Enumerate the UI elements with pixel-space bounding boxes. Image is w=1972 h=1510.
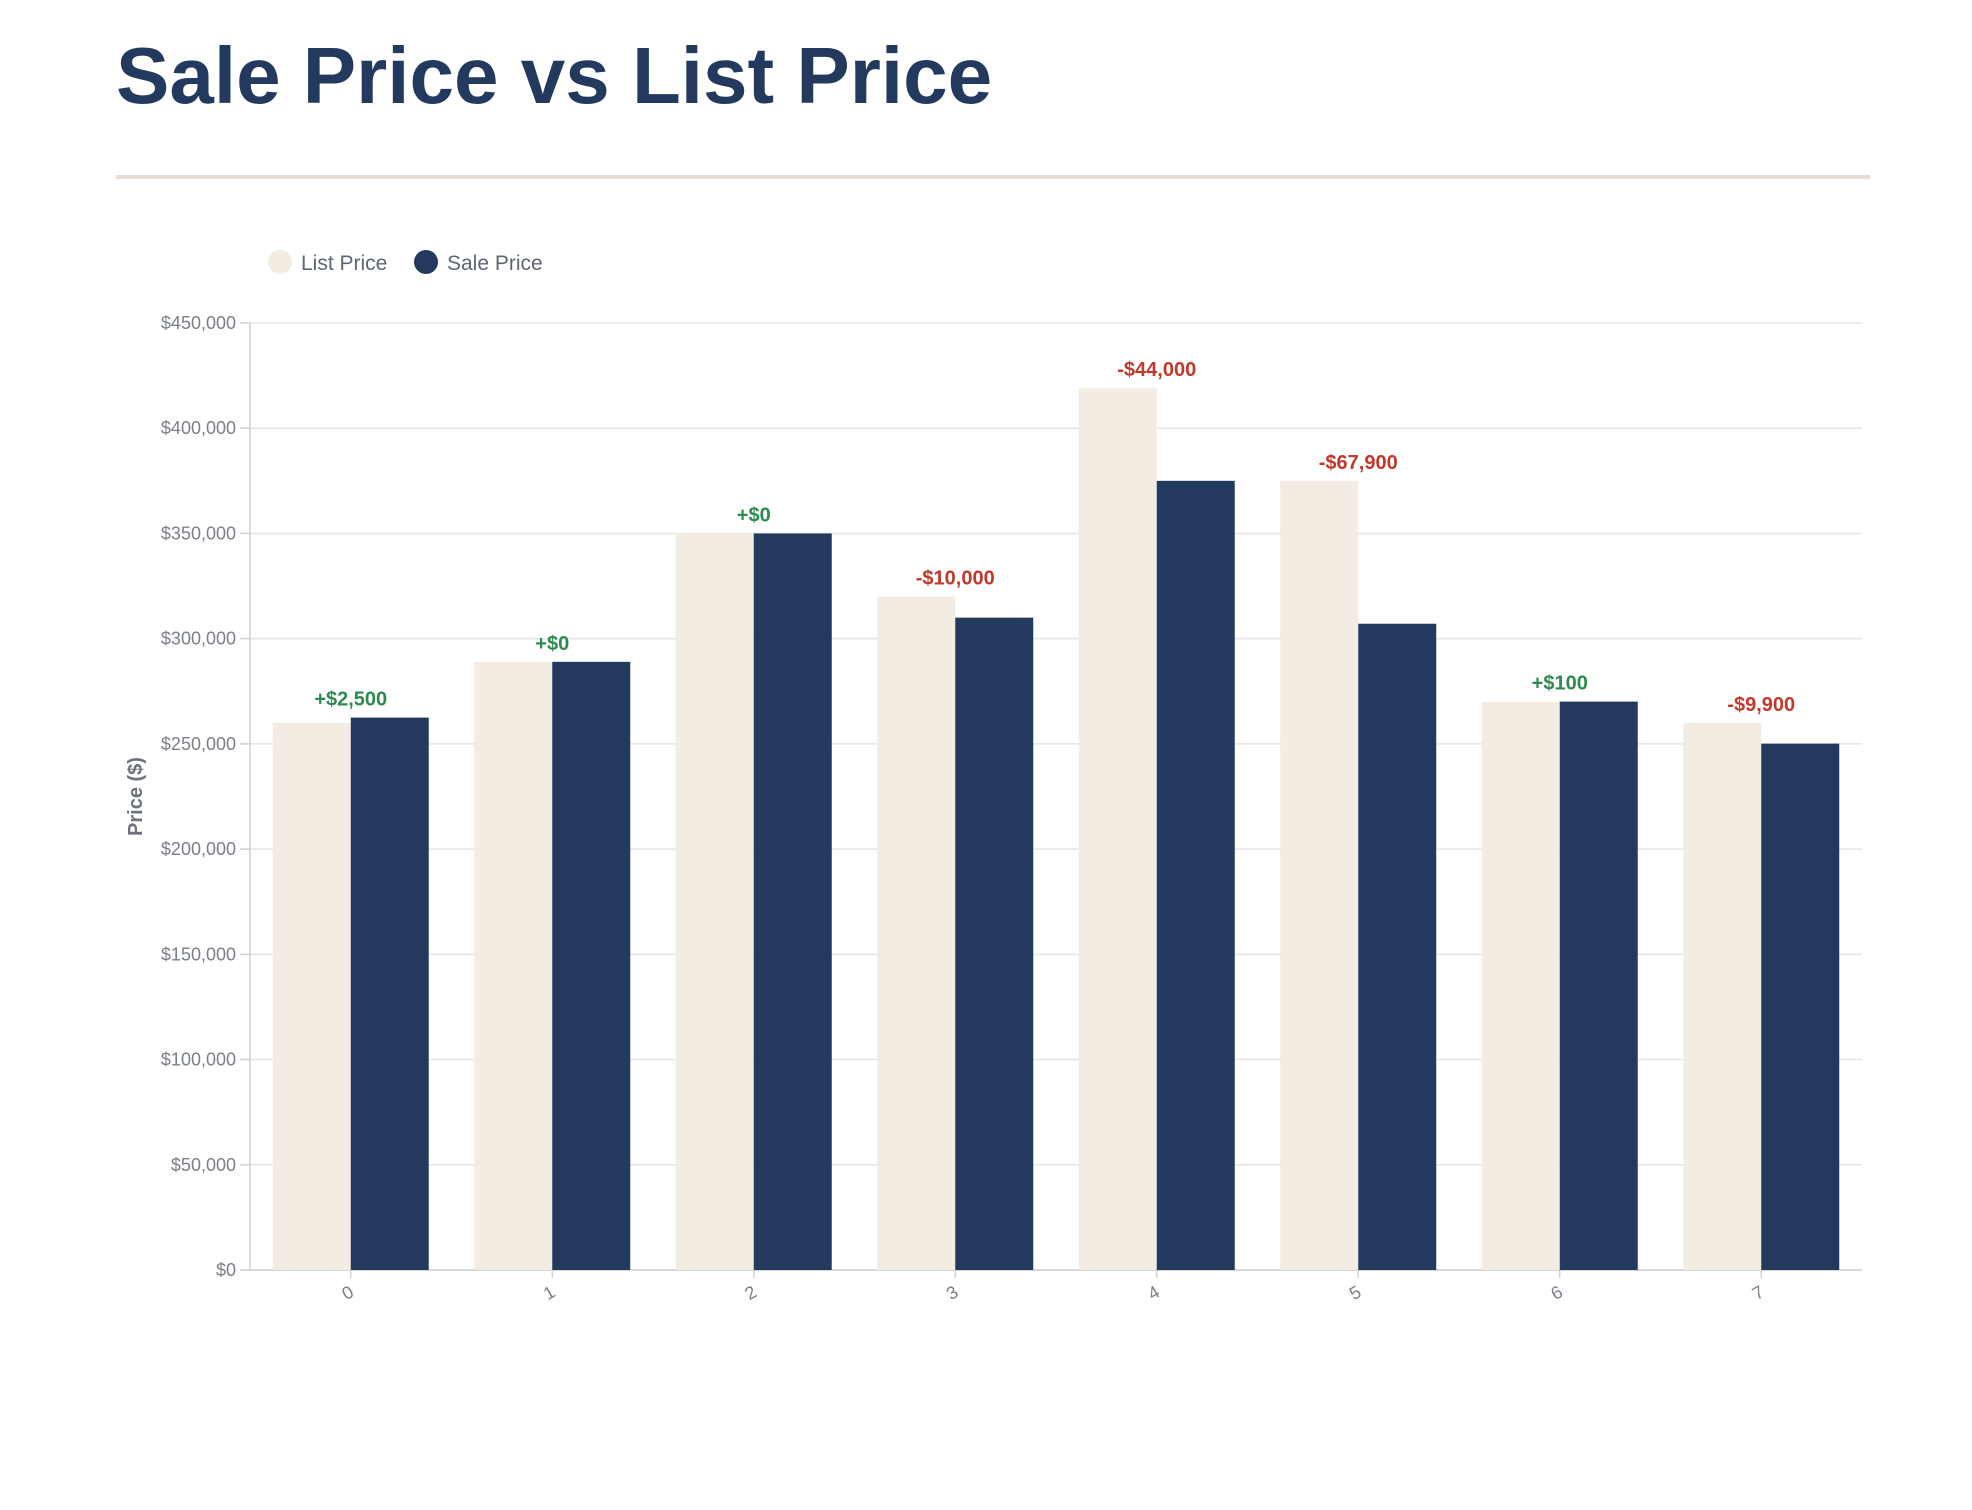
bar-sale-price <box>350 717 429 1270</box>
bar-list-price <box>1481 701 1560 1270</box>
bar-list-price <box>675 533 754 1270</box>
x-tick-label: 2 <box>741 1282 760 1304</box>
y-tick-label: $200,000 <box>161 839 236 859</box>
legend-label-list-price: List Price <box>301 252 387 275</box>
legend-swatch-list-price <box>268 250 292 274</box>
x-tick-label: 5 <box>1346 1282 1365 1304</box>
y-tick-label: $400,000 <box>161 418 236 438</box>
bar-sale-price <box>1761 743 1840 1270</box>
y-tick-label: $350,000 <box>161 523 236 543</box>
y-tick-label: $300,000 <box>161 629 236 649</box>
bar-list-price <box>1280 480 1359 1270</box>
legend-swatch-sale-price <box>414 250 438 274</box>
difference-label: -$9,900 <box>1727 694 1795 716</box>
difference-label: -$10,000 <box>916 568 995 590</box>
bar-sale-price <box>1358 623 1437 1270</box>
bar-sale-price <box>1156 480 1235 1270</box>
bar-sale-price <box>955 617 1034 1270</box>
y-tick-label: $250,000 <box>161 734 236 754</box>
x-tick-label: 1 <box>540 1282 559 1304</box>
y-tick-label: $100,000 <box>161 1050 236 1070</box>
bar-list-price <box>1683 722 1762 1270</box>
difference-label: -$44,000 <box>1117 359 1196 381</box>
x-tick-label: 7 <box>1749 1282 1768 1304</box>
y-tick-label: $0 <box>216 1260 236 1280</box>
title-divider <box>116 175 1870 179</box>
bar-list-price <box>877 596 956 1270</box>
page-title: Sale Price vs List Price <box>116 31 993 120</box>
y-tick-label: $150,000 <box>161 944 236 964</box>
y-tick-label: $50,000 <box>171 1155 236 1175</box>
data-labels: +$2,500 +$0 +$0 -$10,000 -$44,000 -$67,900 +$1… <box>314 359 1795 716</box>
x-tick-label: 4 <box>1144 1282 1163 1304</box>
difference-label: +$100 <box>1532 673 1588 695</box>
legend: List Price Sale Price <box>268 250 543 275</box>
difference-label: +$0 <box>737 504 771 526</box>
x-tick-label: 3 <box>943 1282 962 1304</box>
bars <box>272 388 1840 1270</box>
bar-sale-price <box>1559 701 1638 1270</box>
bar-list-price <box>1078 388 1157 1270</box>
bar-sale-price <box>552 661 631 1270</box>
x-tick-label: 6 <box>1547 1282 1566 1304</box>
difference-label: +$0 <box>535 633 569 655</box>
bar-sale-price <box>753 533 832 1270</box>
x-tick-label: 0 <box>338 1282 357 1304</box>
y-tick-label: $450,000 <box>161 313 236 333</box>
difference-label: +$2,500 <box>314 689 387 711</box>
bar-list-price <box>272 722 351 1270</box>
bar-list-price <box>474 661 553 1270</box>
legend-label-sale-price: Sale Price <box>447 252 543 275</box>
difference-label: -$67,900 <box>1319 452 1398 474</box>
y-axis-title: Price ($) <box>125 757 147 836</box>
